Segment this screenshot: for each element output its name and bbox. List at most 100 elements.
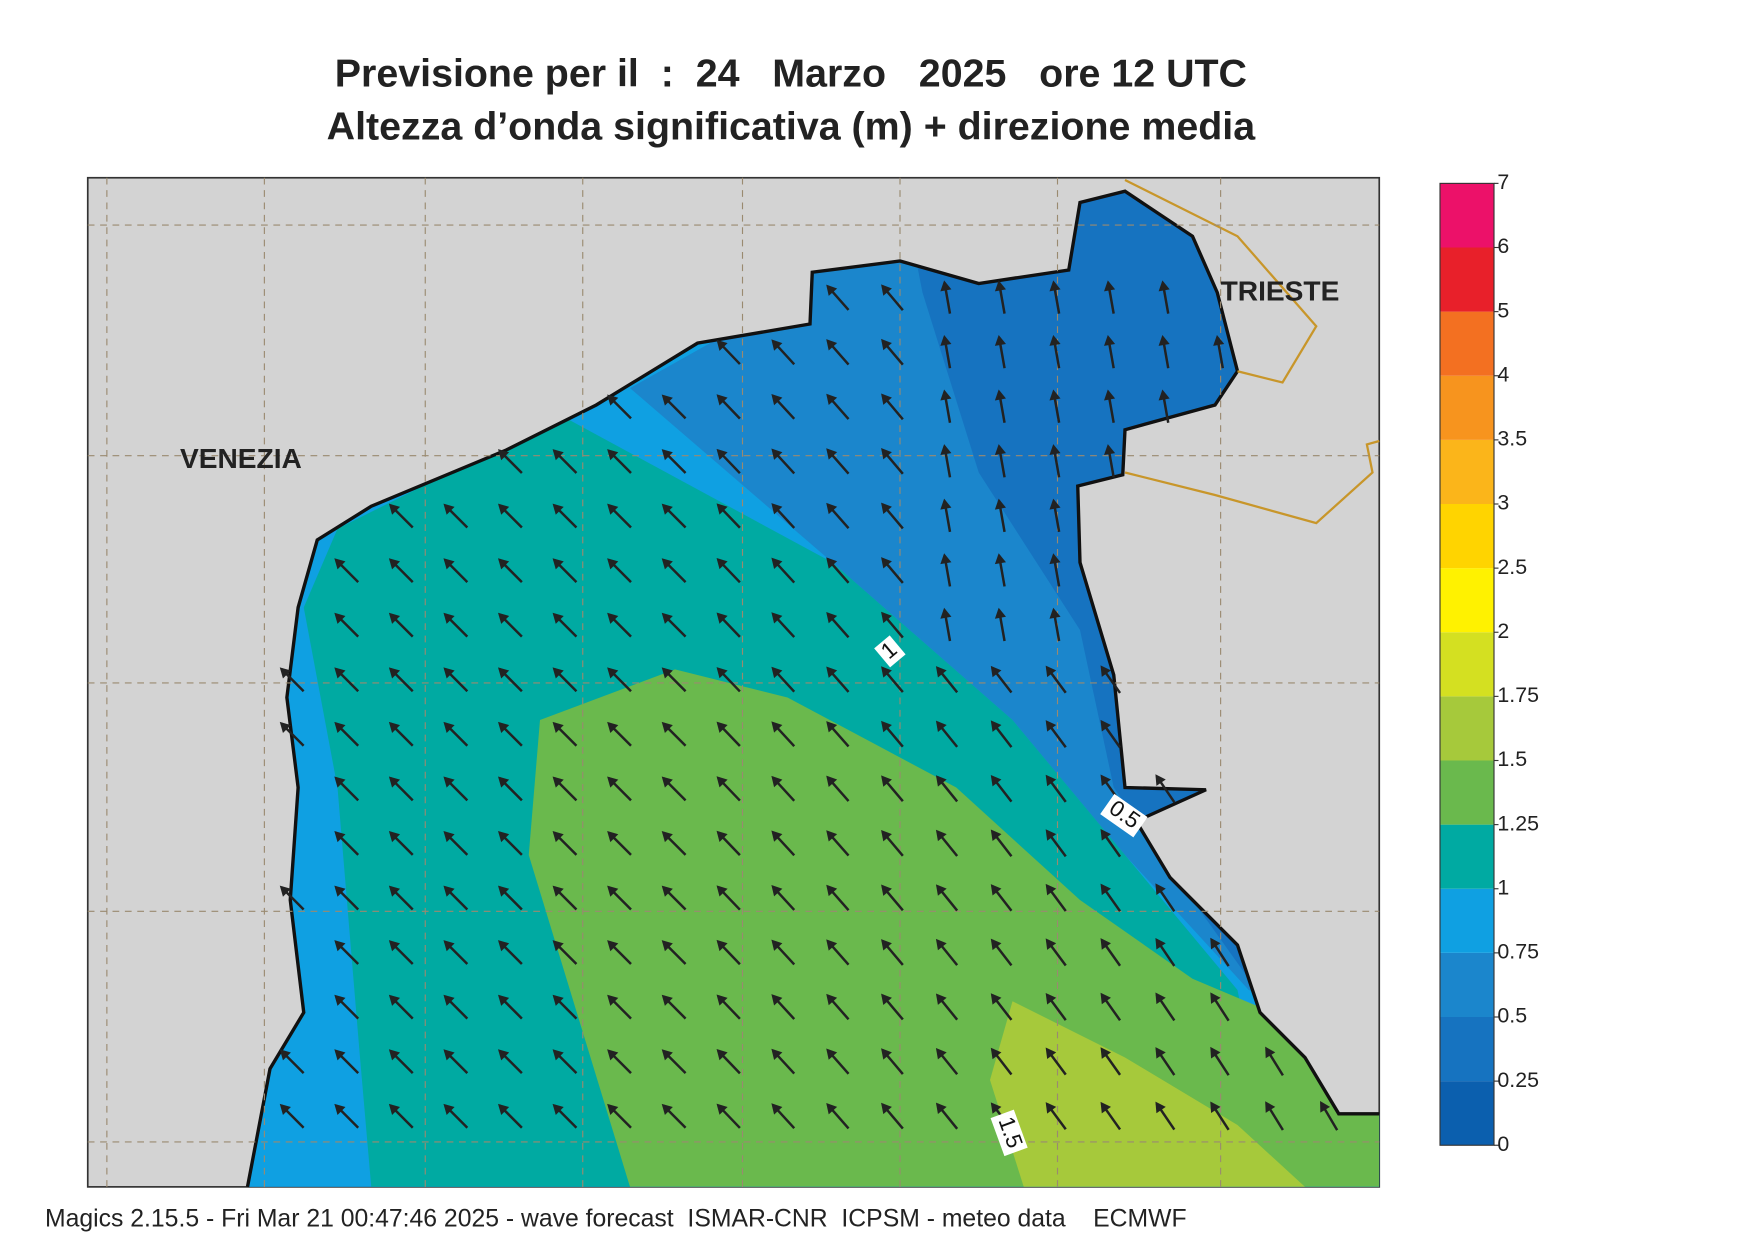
arrow [826,393,850,420]
arrow [1049,498,1061,533]
arrow [498,1103,523,1129]
arrow-head [1045,665,1057,678]
arrow [881,666,904,693]
arrow [607,721,632,747]
arrow-head [994,389,1006,401]
arrow [716,394,741,420]
arrow [940,607,952,642]
arrow-head [1210,1101,1221,1114]
map: VENEZIA TRIESTE 1 0.5 1.5 [86,176,1381,1188]
arrow-head [607,885,619,897]
arrow-head [716,885,728,897]
colorbar-segment [1440,375,1494,440]
colorbar-tick-label: 4 [1497,362,1509,386]
arrow [443,885,469,911]
arrow-head [716,557,728,570]
arrow [771,557,796,584]
arrow-head [826,830,838,842]
arrow [994,444,1006,478]
arrow [1049,444,1061,478]
arrow [1045,774,1067,803]
arrow [1045,829,1067,858]
arrow [498,721,523,747]
arrow-head [661,667,673,679]
arrow-head [607,558,619,570]
arrow-head [1100,774,1111,787]
arrow [881,829,904,857]
arrow-head [881,557,892,569]
arrow-head [1104,334,1116,346]
arrow [1155,1101,1176,1131]
arrow-head [940,444,952,456]
arrow-head [771,612,783,624]
arrow [1100,829,1122,858]
arrow-head [279,1049,291,1061]
arrow [771,666,796,693]
arrow-head [1265,1101,1276,1113]
arrow [334,776,360,802]
arrow [552,1103,578,1129]
arrow [1155,774,1176,803]
arrow-head [935,775,947,787]
arrow-head [716,939,728,952]
arrow-head [1155,1047,1166,1059]
arrow-head [826,666,838,678]
arrow-head [881,775,892,787]
arrow-head [716,1049,728,1061]
arrow-head [552,940,564,952]
arrow [1104,389,1116,423]
arrow [881,939,904,966]
arrow-head [607,394,619,406]
arrow [552,558,578,583]
arrow-head [994,607,1006,619]
arrow-head [826,1103,838,1115]
arrow [334,558,360,583]
arrow-head [771,939,783,951]
arrow-head [661,1103,673,1115]
arrow-head [552,776,564,788]
arrow [771,775,796,802]
arrow [716,939,741,966]
arrow-head [334,1049,346,1061]
arrow [443,831,469,856]
colorbar-segment [1440,568,1494,633]
arrow [443,503,469,529]
arrow [388,940,414,965]
arrow [661,721,687,747]
arrow [771,448,796,475]
colorbar-frame [1439,182,1495,1146]
arrow-head [940,334,952,346]
arrow [1100,938,1122,967]
arrow-head [661,994,673,1006]
arrow [661,667,687,693]
arrow [1100,992,1122,1022]
arrow-head [990,829,1002,841]
arrow [826,830,850,857]
arrow-head [940,280,952,292]
arrow-head [881,338,892,351]
colorbar-tick-label: 5 [1497,298,1509,322]
arrow-head [334,994,346,1006]
arrow-head [607,612,619,624]
arrow-head [552,667,564,679]
arrow-head [935,1048,947,1060]
arrow-head [1049,607,1061,619]
arrow-head [826,284,838,296]
colorbar-segment [1440,439,1494,504]
arrow-head [607,1103,619,1115]
arrow [334,940,360,965]
arrow-head [443,667,455,679]
arrow-head [1158,334,1170,346]
arrow-head [334,721,346,734]
arrow [498,503,523,529]
arrow [940,444,952,478]
arrow [771,721,796,748]
colorbar-tick-label: 6 [1497,234,1509,258]
arrow [826,884,850,911]
colorbar-segment [1440,1017,1494,1082]
arrow [716,503,741,529]
arrow-head [1045,1047,1057,1060]
arrow-head [1045,774,1057,787]
arrow [552,721,578,747]
arrow-head [388,831,401,843]
